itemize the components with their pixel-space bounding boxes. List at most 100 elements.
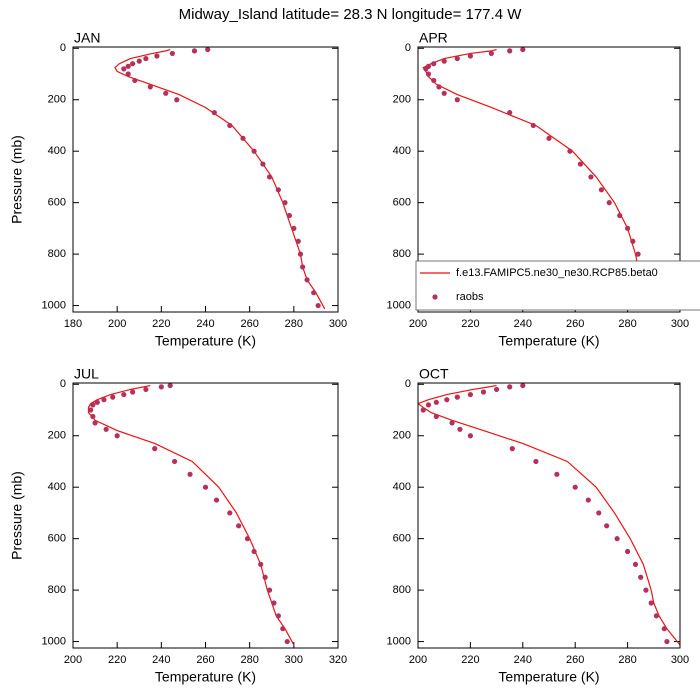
obs-point <box>125 71 131 77</box>
obs-point <box>280 626 286 632</box>
x-tick-label: 240 <box>514 654 532 666</box>
obs-point <box>643 587 649 593</box>
obs-point <box>163 90 169 96</box>
x-tick-label: 320 <box>329 654 347 666</box>
panel: 180 200 220 240 260 280 300 0 200 400 600 800 1000 JA… <box>9 30 347 349</box>
obs-point <box>533 458 539 465</box>
obs-point <box>174 97 180 103</box>
legend-label: f.e13.FAMIPC5.ne30_ne30.RCP85.beta0 <box>456 267 658 279</box>
obs-point <box>431 77 437 84</box>
frame <box>72 382 339 649</box>
obs-point <box>431 61 437 67</box>
obs-point <box>604 523 610 529</box>
x-tick-label: 280 <box>240 654 258 666</box>
obs-point <box>638 574 644 580</box>
obs-point <box>262 574 268 580</box>
obs-point <box>572 484 578 490</box>
x-tick-label: 220 <box>108 654 126 666</box>
obs-point <box>617 212 623 219</box>
obs-point <box>441 90 447 96</box>
obs-point <box>567 148 573 154</box>
x-tick-label: 200 <box>409 318 427 330</box>
profile-line <box>418 384 680 646</box>
obs-point <box>625 225 631 231</box>
y-tick-label: 800 <box>393 584 411 596</box>
y-tick-label: 200 <box>393 430 411 442</box>
y-tick-label: 200 <box>48 430 66 442</box>
obs-point <box>577 161 584 167</box>
legend-label: raobs <box>456 291 484 303</box>
obs-point <box>311 290 317 296</box>
x-tick-label: 180 <box>64 318 82 330</box>
x-tick-label: 280 <box>618 654 636 666</box>
obs-point <box>227 122 233 129</box>
y-tick-label: 200 <box>48 94 66 106</box>
y-tick-label: 400 <box>393 145 411 157</box>
panel-title: JUL <box>74 366 99 382</box>
panel-title: OCT <box>419 366 449 382</box>
obs-point <box>240 135 246 141</box>
obs-point <box>588 174 594 180</box>
obs-point <box>132 77 138 84</box>
obs-point <box>244 536 251 542</box>
obs-point <box>635 251 641 257</box>
obs-point <box>143 55 149 62</box>
obs-point <box>436 84 442 90</box>
y-tick-label: 0 <box>405 42 411 54</box>
obs-point <box>236 523 242 529</box>
figure-title: Midway_Island latitude= 28.3 N longitude… <box>179 6 523 23</box>
obs-point <box>606 200 612 206</box>
panel: 200 220 240 260 280 300 0 200 400 600 800 1000 APR Te… <box>387 30 700 349</box>
obs-point <box>171 458 178 465</box>
obs-point <box>653 613 660 619</box>
obs-point <box>167 383 173 389</box>
y-tick-label: 0 <box>60 42 66 54</box>
obs-point <box>121 391 127 398</box>
obs-point <box>632 561 639 567</box>
y-tick-label: 400 <box>48 481 66 493</box>
obs-point <box>664 638 670 645</box>
obs-point <box>444 397 450 403</box>
obs-point <box>213 497 220 503</box>
y-tick-label: 0 <box>60 378 66 390</box>
obs-point <box>520 383 526 389</box>
obs-point <box>152 446 158 452</box>
obs-point <box>630 238 636 244</box>
obs-point <box>297 251 304 257</box>
y-tick-label: 1000 <box>387 299 411 311</box>
y-axis-label: Pressure (mb) <box>9 471 25 560</box>
obs-point <box>467 391 473 398</box>
obs-point <box>530 122 536 129</box>
x-tick-label: 200 <box>409 654 427 666</box>
x-axis-label: Temperature (K) <box>155 669 256 685</box>
y-tick-label: 800 <box>393 248 411 260</box>
x-tick-label: 220 <box>461 318 479 330</box>
obs-point <box>433 399 439 405</box>
obs-point <box>103 426 109 432</box>
x-axis-label: Temperature (K) <box>498 669 599 685</box>
obs-point <box>454 55 460 62</box>
obs-point <box>114 433 120 439</box>
y-tick-label: 400 <box>48 145 66 157</box>
panel: 200 220 240 260 280 300 320 0 200 400 600 800 1000 JU… <box>9 366 347 685</box>
obs-point <box>136 58 142 64</box>
obs-point <box>275 187 281 193</box>
obs-point <box>596 510 602 516</box>
x-tick-label: 260 <box>196 654 214 666</box>
y-tick-label: 600 <box>48 197 66 209</box>
x-tick-label: 260 <box>566 654 584 666</box>
obs-point <box>286 212 293 219</box>
obs-point <box>143 386 149 393</box>
obs-point <box>598 187 605 193</box>
obs-point <box>187 471 193 477</box>
panel-title: JAN <box>74 30 100 46</box>
y-tick-label: 1000 <box>387 635 411 647</box>
x-tick-label: 240 <box>152 654 170 666</box>
obs-point <box>315 302 321 309</box>
x-tick-label: 240 <box>514 318 532 330</box>
y-tick-label: 800 <box>48 584 66 596</box>
obs-point <box>467 433 473 439</box>
legend-box <box>415 260 700 311</box>
obs-point <box>507 384 513 390</box>
